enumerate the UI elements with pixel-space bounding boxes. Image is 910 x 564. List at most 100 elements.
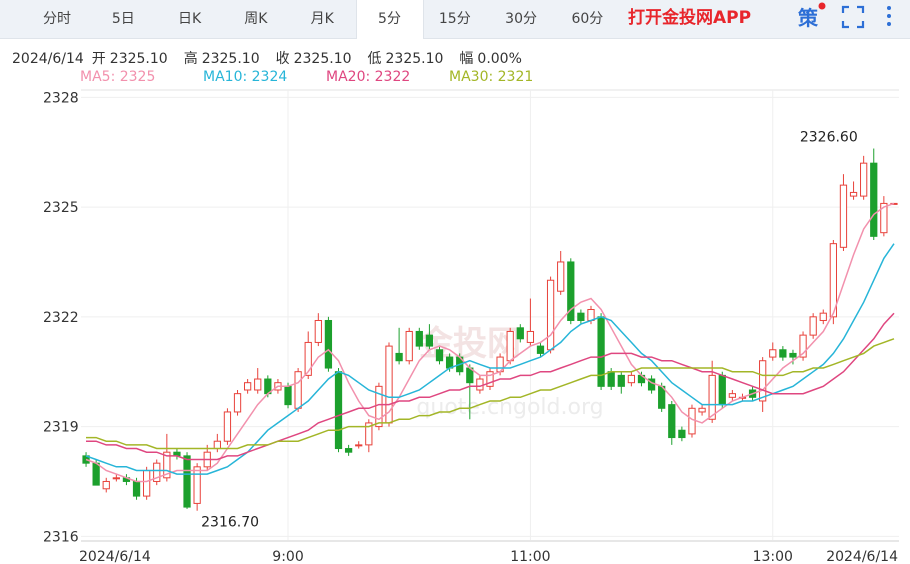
quote-label: 高 [183,51,198,67]
candle-body [425,334,434,347]
y-tick-label: 2316 [43,529,79,545]
candle-body [698,407,706,413]
candle-body [799,334,807,358]
candle-body [445,356,454,369]
candle-body [688,407,696,435]
candle-body [829,243,837,318]
quote-item: 幅 0.00% [459,51,529,67]
candle-body [587,309,595,321]
candle-body [506,330,514,362]
candle-body [577,312,585,321]
legend-entry: MA10: 2324 [203,69,288,85]
candle-body [769,349,777,358]
y-tick-label: 2325 [43,200,79,216]
candle-body [153,462,161,482]
candle-body [526,330,535,343]
candle-body [759,360,767,402]
candle-body [678,429,686,439]
legend-entry: MA5: 2325 [80,69,156,85]
legend-entry: MA30: 2321 [449,69,534,85]
candle-body [314,319,322,343]
extreme-label: 2316.70 [201,515,259,531]
candle-body [546,279,555,351]
candle-body [324,319,333,369]
x-tick-label: 11:00 [510,549,550,564]
candle-body [365,422,373,446]
watermark: quote.cngold.org [416,395,603,420]
extreme-label: 2326.60 [800,130,858,146]
quote-line: 2024/6/14 开 2325.10 高 2325.10 收 2325.10 低 2325.1… [12,48,538,68]
tab[interactable]: 60分 [571,11,604,27]
candle-body [193,466,201,504]
candle-body [284,385,292,406]
candle-body [435,349,444,362]
quote-label: 低 [367,51,382,67]
quote-value: 2325.10 [385,51,444,67]
quote-value: 0.00% [477,51,522,67]
y-tick-label: 2319 [43,420,79,436]
candle-body [304,341,312,376]
candle-body [668,404,676,439]
candle-body [718,374,726,406]
candle-body [112,477,120,480]
candle-body [143,469,151,497]
candle-body [819,312,827,321]
candle-body [860,162,868,197]
candle-body [213,440,221,450]
legend-entry: MA20: 2322 [326,69,411,85]
quote-value: 2325.10 [109,51,168,67]
candle-body [708,374,716,420]
quote-item: 高 2325.10 [184,51,268,67]
candle-body [183,455,191,508]
strategy-button[interactable]: 策 [798,6,818,30]
tab[interactable]: 30分 [505,11,537,27]
tab[interactable]: 分时 [43,11,71,27]
quote-item: 收 2325.10 [276,51,360,67]
tab[interactable]: 15分 [438,11,471,27]
candle-body [567,261,575,321]
tab[interactable]: 日K [178,11,202,27]
ma-line [86,338,895,450]
candle-body [627,374,636,384]
candle-body [405,330,413,362]
candle-body [617,374,625,387]
candle-body [233,393,242,413]
candle-body [395,352,403,362]
candle-body [516,327,524,340]
candle-body [536,345,545,354]
candle-body [243,382,252,391]
candle-body [809,316,817,336]
candle-body [839,184,848,248]
tab[interactable]: 周K [244,11,268,27]
candle-body [92,462,100,486]
x-tick-label: 2024/6/14 [79,549,151,564]
ma-line [85,243,895,475]
tab[interactable]: 5分 [355,0,424,39]
quote-label: 幅 [459,51,474,67]
candle-body [779,349,787,358]
candle-body [163,451,171,479]
candle-body [607,371,615,387]
candle-body [415,330,423,347]
quote-value: 2325.10 [293,51,352,67]
candle-body [254,378,262,391]
x-tick-label: 2024/6/14 [826,549,898,564]
tab[interactable]: 月K [310,11,334,27]
candle-body [132,480,141,497]
app-link[interactable]: 打开金投网APP [628,8,752,28]
x-tick-label: 9:00 [272,549,303,564]
quote-label: 收 [275,51,290,67]
candle-body [294,371,302,409]
x-tick-label: 13:00 [753,549,793,564]
quote-item: 开 2325.10 [92,51,176,67]
watermark: 金投网 [418,324,521,364]
candle-body [355,444,363,447]
candle-body [344,448,353,453]
candle-body [849,191,858,197]
y-tick-label: 2328 [43,90,79,106]
tab[interactable]: 5日 [111,11,135,27]
candle-body [728,393,737,398]
y-tick-label: 2322 [43,310,79,326]
